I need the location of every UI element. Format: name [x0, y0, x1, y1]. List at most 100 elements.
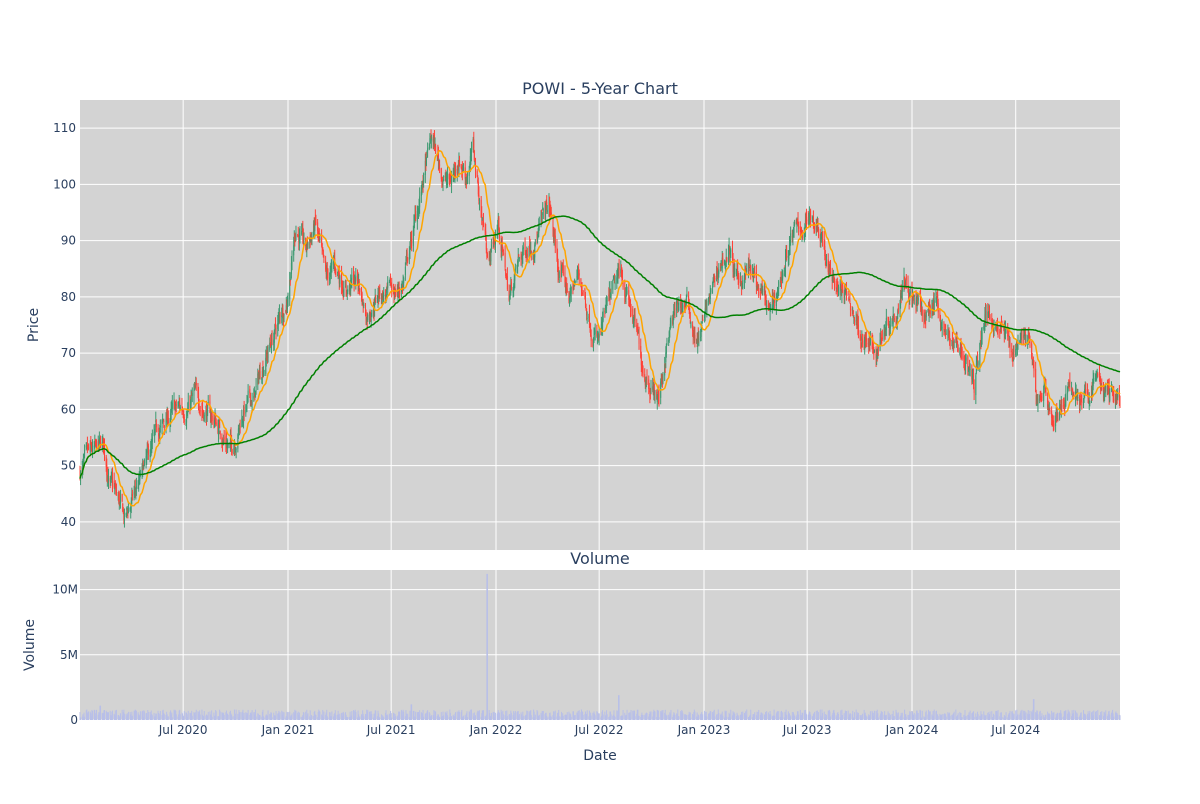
candle-body: [273, 339, 275, 346]
candle-body: [407, 257, 409, 262]
volume-bar: [933, 715, 935, 720]
candle-body: [570, 286, 572, 294]
candle-body: [134, 487, 136, 489]
volume-bar: [965, 715, 967, 720]
volume-bar: [602, 710, 604, 720]
candle-body: [1085, 389, 1087, 394]
volume-bar: [426, 711, 428, 720]
candle-body: [445, 178, 447, 181]
volume-bar: [476, 712, 478, 720]
volume-bar: [564, 714, 566, 720]
volume-bar: [807, 714, 809, 720]
candle-body: [1119, 401, 1121, 405]
candle-body: [402, 285, 404, 288]
candle-body: [837, 289, 839, 291]
candle-body: [79, 468, 81, 479]
volume-bar: [526, 710, 528, 720]
volume-bar: [508, 714, 510, 720]
candle-body: [217, 427, 219, 437]
candle-body: [872, 343, 874, 351]
candle-body: [303, 236, 305, 240]
volume-bar: [792, 716, 794, 720]
candle-body: [538, 226, 540, 234]
volume-bar: [1110, 713, 1112, 720]
volume-bar: [301, 716, 303, 720]
volume-bar: [820, 717, 822, 720]
candle-body: [664, 363, 666, 366]
candle-body: [425, 157, 427, 165]
volume-bar: [646, 713, 648, 720]
volume-bar: [636, 713, 638, 720]
volume-bar: [644, 715, 646, 720]
volume-bar: [1087, 714, 1089, 720]
candle-body: [387, 281, 389, 289]
volume-bar: [234, 716, 236, 720]
volume-bar: [382, 716, 384, 720]
volume-bar: [961, 717, 963, 720]
candle-body: [895, 320, 897, 324]
candle-body: [542, 207, 544, 211]
candle-body: [1016, 346, 1018, 348]
candle-body: [542, 208, 544, 211]
volume-bar: [103, 710, 105, 720]
volume-bar: [211, 710, 213, 720]
candle-body: [694, 335, 696, 341]
candle-body: [505, 269, 507, 276]
volume-bar: [813, 713, 815, 720]
candle-body: [1017, 342, 1019, 345]
candle-body: [1113, 392, 1115, 402]
volume-bar: [305, 711, 307, 720]
volume-bar: [865, 716, 867, 720]
candle-body: [506, 276, 508, 290]
candle-body: [98, 440, 100, 444]
volume-bar: [945, 713, 947, 720]
volume-bar: [565, 714, 567, 720]
volume-bar: [358, 717, 360, 720]
candle-body: [346, 290, 348, 293]
candle-body: [92, 446, 94, 453]
volume-bar: [1083, 713, 1085, 720]
candle-body: [282, 317, 284, 320]
candle-body: [1096, 371, 1098, 373]
candle-body: [626, 291, 628, 293]
volume-bar: [1071, 710, 1073, 720]
candle-body: [455, 168, 457, 171]
candle-body: [1100, 380, 1102, 390]
volume-bar: [119, 716, 121, 720]
volume-bar: [247, 709, 249, 720]
candle-body: [1053, 423, 1055, 427]
volume-bar: [888, 713, 890, 720]
volume-bar: [633, 710, 635, 720]
volume-bar: [1048, 713, 1050, 720]
candle-body: [182, 413, 184, 415]
volume-bar: [612, 715, 614, 720]
candle-body: [743, 278, 745, 282]
candle-body: [385, 294, 387, 297]
candle-body: [585, 303, 587, 309]
candle-body: [949, 333, 951, 339]
volume-bar: [1112, 709, 1114, 720]
candle-body: [419, 196, 421, 208]
volume-bar: [582, 715, 584, 720]
candle-body: [757, 286, 759, 289]
volume-bar: [963, 716, 965, 720]
volume-bar: [525, 714, 527, 720]
volume-bar: [405, 710, 407, 720]
candle-body: [637, 332, 639, 334]
volume-bar: [593, 711, 595, 720]
candle-body: [925, 311, 927, 318]
candle-body: [449, 178, 451, 180]
candle-body: [289, 279, 291, 282]
volume-bar: [1011, 711, 1013, 720]
volume-bar: [550, 715, 552, 720]
volume-bar: [1012, 713, 1014, 720]
candle-body: [980, 338, 982, 344]
volume-bar: [745, 715, 747, 720]
volume-bar: [697, 716, 699, 720]
volume-bar: [616, 710, 618, 720]
candle-body: [382, 292, 384, 300]
volume-bar: [773, 709, 775, 720]
candle-body: [263, 370, 265, 372]
candle-body: [957, 342, 959, 346]
volume-bar: [1060, 713, 1062, 720]
